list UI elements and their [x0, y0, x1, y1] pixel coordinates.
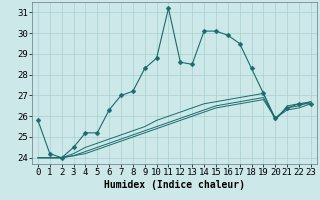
- X-axis label: Humidex (Indice chaleur): Humidex (Indice chaleur): [104, 180, 245, 190]
